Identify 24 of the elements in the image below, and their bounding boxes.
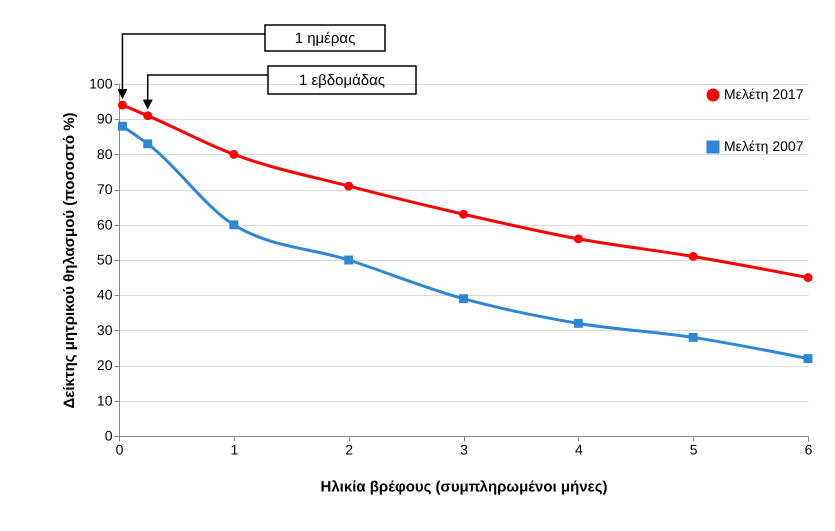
annotation: 1 εβδομάδας (298, 72, 386, 89)
y-tick-label: 40 (96, 286, 113, 303)
y-tick-label: 60 (96, 216, 113, 232)
y-tick-label: 20 (96, 357, 113, 374)
y-tick-label: 90 (96, 110, 113, 127)
y-tick-label: 30 (96, 322, 113, 338)
x-tick-label: 2 (345, 442, 354, 458)
legend-label: Μελέτη 2007 (724, 138, 804, 154)
y-tick-label: 70 (96, 181, 113, 198)
x-tick-label: 4 (574, 442, 583, 458)
y-tick-label: 0 (104, 428, 113, 444)
x-tick-label: 5 (690, 442, 698, 458)
x-tick-label: 1 (230, 442, 238, 458)
text: 1 ημέρας (294, 30, 356, 47)
x-tick-label: 3 (460, 442, 468, 458)
y-axis-title: Δείκτης μητρικού θηλασμού (ποσοστό %) (61, 112, 78, 409)
x-tick-label: 0 (116, 442, 124, 458)
x-tick-label: 6 (804, 442, 813, 458)
y-tick-label: 100 (89, 76, 113, 92)
y-tick-label: 80 (96, 146, 113, 162)
y-tick-label: 50 (96, 252, 113, 268)
x-axis-title: Ηλικία βρέφους (συμπληρωμένοι μήνες) (320, 478, 608, 496)
y-tick-label: 10 (96, 392, 113, 408)
legend-label: Μελέτη 2017 (724, 86, 804, 102)
